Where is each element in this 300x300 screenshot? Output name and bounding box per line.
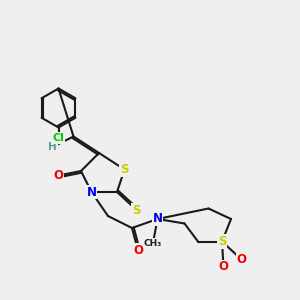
- Text: N: N: [86, 185, 97, 199]
- Text: S: S: [120, 163, 129, 176]
- Text: O: O: [236, 253, 247, 266]
- Text: S: S: [218, 235, 226, 248]
- Text: N: N: [152, 212, 163, 226]
- Text: Cl: Cl: [52, 133, 64, 143]
- Text: O: O: [53, 169, 64, 182]
- Text: S: S: [132, 203, 141, 217]
- Text: O: O: [133, 244, 143, 257]
- Text: H: H: [48, 142, 57, 152]
- Text: O: O: [218, 260, 229, 274]
- Text: CH₃: CH₃: [144, 238, 162, 247]
